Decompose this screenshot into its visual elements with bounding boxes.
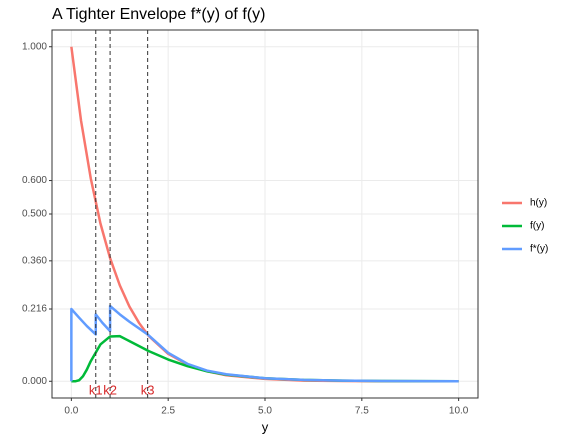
reference-label: k1 xyxy=(89,382,103,397)
y-tick-label: 1.000 xyxy=(22,41,47,52)
chart-title: A Tighter Envelope f*(y) of f(y) xyxy=(52,6,265,23)
legend-label: f(y) xyxy=(530,221,544,232)
reference-label: k2 xyxy=(103,382,117,397)
legend-label: f*(y) xyxy=(530,244,548,255)
x-tick-label: 2.5 xyxy=(161,406,175,417)
y-tick-label: 0.216 xyxy=(22,304,47,315)
x-axis-label: y xyxy=(262,419,269,434)
x-tick-label: 7.5 xyxy=(355,406,369,417)
panel-border xyxy=(51,29,479,399)
y-tick-label: 0.000 xyxy=(22,376,47,387)
y-tick-label: 0.500 xyxy=(22,209,47,220)
legend-label: h(y) xyxy=(530,198,547,209)
x-tick-label: 10.0 xyxy=(449,406,469,417)
y-tick-label: 0.600 xyxy=(22,175,47,186)
line-series xyxy=(70,304,459,383)
reference-label: k3 xyxy=(141,382,155,397)
x-tick-label: 0.0 xyxy=(64,406,78,417)
x-tick-label: 5.0 xyxy=(258,406,272,417)
y-tick-label: 0.360 xyxy=(22,255,47,266)
